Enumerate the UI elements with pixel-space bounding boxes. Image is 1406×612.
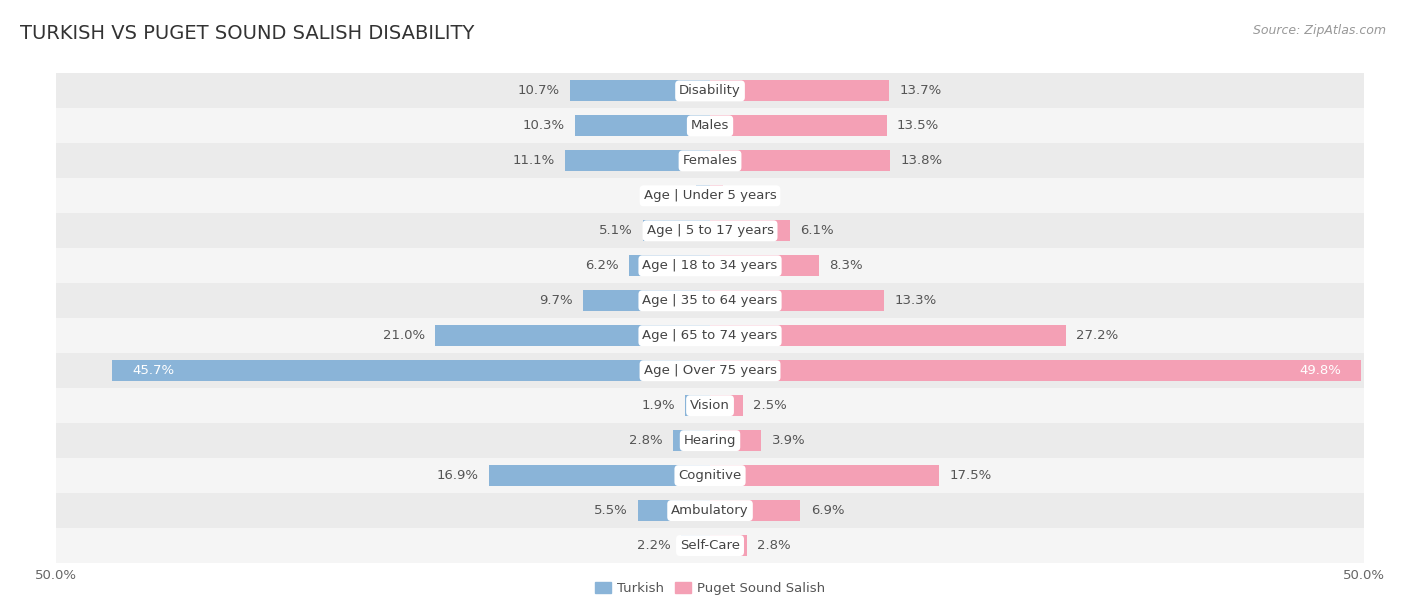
Bar [710,151,890,171]
Text: 0.97%: 0.97% [733,189,775,203]
Bar [56,353,1364,388]
Bar [56,214,1364,248]
Bar [710,290,884,312]
Bar [56,423,1364,458]
Text: Disability: Disability [679,84,741,97]
Text: Age | 18 to 34 years: Age | 18 to 34 years [643,259,778,272]
Bar [112,360,710,381]
Bar [710,220,790,241]
Text: 21.0%: 21.0% [382,329,425,342]
Text: Vision: Vision [690,399,730,412]
Bar [56,73,1364,108]
Bar [56,318,1364,353]
Text: 13.3%: 13.3% [894,294,936,307]
Text: 13.5%: 13.5% [897,119,939,132]
Text: 49.8%: 49.8% [1299,364,1341,377]
Text: 1.9%: 1.9% [641,399,675,412]
Text: Source: ZipAtlas.com: Source: ZipAtlas.com [1253,24,1386,37]
Bar [710,185,723,206]
Bar [569,80,710,102]
Bar [56,283,1364,318]
Bar [56,528,1364,563]
Text: 45.7%: 45.7% [132,364,174,377]
Bar [710,465,939,486]
Text: 13.8%: 13.8% [901,154,943,167]
Bar [56,248,1364,283]
Bar [710,395,742,416]
Text: 1.1%: 1.1% [651,189,685,203]
Bar [56,108,1364,143]
Text: 2.8%: 2.8% [630,434,664,447]
Text: 2.8%: 2.8% [756,539,790,552]
Text: Ambulatory: Ambulatory [671,504,749,517]
Text: 8.3%: 8.3% [830,259,863,272]
Text: 27.2%: 27.2% [1076,329,1118,342]
Text: Females: Females [682,154,738,167]
Bar [673,430,710,451]
Text: Cognitive: Cognitive [679,469,741,482]
Bar [56,458,1364,493]
Text: Age | 35 to 64 years: Age | 35 to 64 years [643,294,778,307]
Text: 16.9%: 16.9% [437,469,478,482]
Text: Self-Care: Self-Care [681,539,740,552]
Text: 11.1%: 11.1% [512,154,554,167]
Bar [575,116,710,136]
Bar [710,500,800,521]
Text: 3.9%: 3.9% [772,434,806,447]
Bar [710,116,887,136]
Bar [710,325,1066,346]
Text: 5.1%: 5.1% [599,225,633,237]
Bar [696,185,710,206]
Text: 2.2%: 2.2% [637,539,671,552]
Text: 10.3%: 10.3% [523,119,565,132]
Text: Hearing: Hearing [683,434,737,447]
Text: 6.9%: 6.9% [811,504,844,517]
Text: TURKISH VS PUGET SOUND SALISH DISABILITY: TURKISH VS PUGET SOUND SALISH DISABILITY [20,24,474,43]
Text: 13.7%: 13.7% [900,84,942,97]
Text: Age | Over 75 years: Age | Over 75 years [644,364,776,377]
Bar [685,395,710,416]
Bar [56,143,1364,178]
Bar [436,325,710,346]
Bar [56,388,1364,423]
Bar [56,178,1364,214]
Bar [56,493,1364,528]
Text: Males: Males [690,119,730,132]
Text: 2.5%: 2.5% [754,399,787,412]
Bar [638,500,710,521]
Bar [682,535,710,556]
Text: 17.5%: 17.5% [949,469,991,482]
Bar [489,465,710,486]
Bar [710,255,818,276]
Text: 10.7%: 10.7% [517,84,560,97]
Bar [710,430,761,451]
Bar [710,80,889,102]
Text: 9.7%: 9.7% [538,294,572,307]
Bar [628,255,710,276]
Bar [644,220,710,241]
Bar [710,535,747,556]
Bar [565,151,710,171]
Text: 6.1%: 6.1% [800,225,834,237]
Bar [710,360,1361,381]
Bar [583,290,710,312]
Text: Age | 65 to 74 years: Age | 65 to 74 years [643,329,778,342]
Text: Age | 5 to 17 years: Age | 5 to 17 years [647,225,773,237]
Legend: Turkish, Puget Sound Salish: Turkish, Puget Sound Salish [589,577,831,600]
Text: 5.5%: 5.5% [593,504,627,517]
Text: Age | Under 5 years: Age | Under 5 years [644,189,776,203]
Text: 6.2%: 6.2% [585,259,619,272]
